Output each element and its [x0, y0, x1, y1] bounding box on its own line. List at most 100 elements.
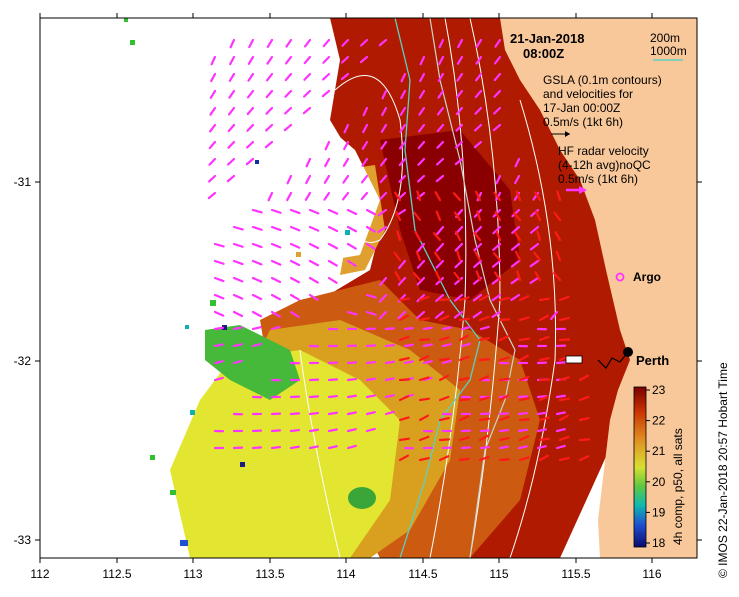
hf-vector	[329, 429, 337, 431]
hf-vector	[500, 430, 508, 431]
gsla-vector	[520, 339, 529, 340]
legend-200m-label: 200m	[650, 31, 680, 45]
legend-gsla-line1: GSLA (0.1m contours)	[543, 73, 662, 87]
gsla-vector	[420, 339, 429, 340]
gsla-vector	[560, 339, 569, 340]
hf-vector	[291, 413, 299, 414]
argo-label: Argo	[633, 270, 661, 284]
hf-vector	[386, 362, 394, 363]
gsla-vector	[480, 419, 489, 420]
gsla-vector	[440, 359, 449, 360]
hf-vector	[272, 430, 280, 431]
hf-vector	[348, 396, 356, 397]
hf-vector	[519, 413, 527, 414]
map-date: 21-Jan-2018	[510, 31, 584, 46]
gsla-vector	[560, 399, 569, 400]
hf-vector	[519, 430, 527, 431]
hf-vector	[481, 447, 489, 448]
colorbar-tick-label: 19	[652, 505, 666, 519]
hf-vector	[329, 396, 337, 397]
gsla-vector	[440, 299, 449, 300]
colorbar-label: 4h comp, p50, all sats	[671, 428, 685, 545]
hf-vector	[462, 447, 470, 448]
gsla-vector	[540, 439, 549, 440]
hf-vector	[538, 429, 546, 431]
gsla-vector	[460, 459, 469, 460]
hf-vector	[367, 395, 375, 397]
hf-vector	[424, 328, 432, 329]
hf-vector	[405, 361, 413, 363]
colorbar-tick-label: 20	[652, 475, 666, 489]
sst-green-eddy-core	[348, 487, 376, 509]
x-tick-label: 113	[183, 567, 202, 581]
legend-gsla-line2: and velocities for	[543, 87, 633, 101]
x-tick-label: 114.5	[408, 567, 437, 581]
gsla-vector	[580, 439, 589, 440]
hf-vector	[386, 378, 394, 380]
hf-vector	[500, 413, 508, 414]
legend-hf-line1: HF radar velocity	[558, 144, 649, 158]
y-tick-label: -33	[14, 533, 32, 547]
hf-vector	[348, 362, 356, 363]
hf-vector	[291, 430, 299, 431]
gsla-vector	[460, 319, 469, 320]
hf-vector	[329, 413, 337, 414]
hf-vector	[367, 379, 375, 380]
legend-gsla-scale: 0.5m/s (1kt 6h)	[543, 115, 623, 129]
x-tick-label: 112	[30, 567, 49, 581]
colorbar-tick-label: 23	[652, 383, 666, 397]
hf-vector	[310, 396, 318, 397]
legend-1000m-label: 1000m	[650, 44, 687, 58]
hf-vector	[557, 362, 565, 363]
hf-vector	[405, 328, 413, 329]
perth-label: Perth	[636, 353, 669, 368]
x-tick-label: 116	[642, 567, 661, 581]
hf-vector	[424, 344, 432, 346]
legend-gsla-line3: 17-Jan 00:00Z	[543, 101, 620, 115]
gsla-vector	[420, 399, 429, 400]
gsla-vector	[500, 459, 509, 460]
gsla-vector	[540, 379, 549, 380]
hf-vector	[386, 328, 394, 329]
imos-credit: © IMOS 22-Jan-2018 20:57 Hobart Time	[716, 362, 730, 578]
hf-vector	[291, 447, 299, 448]
perth-marker	[623, 347, 633, 357]
gsla-vector	[520, 419, 529, 420]
x-tick-label: 115.5	[561, 567, 590, 581]
x-tick-label: 114	[336, 567, 355, 581]
x-tick-label: 112.5	[102, 567, 131, 581]
colorbar-tick-label: 18	[652, 536, 666, 550]
gsla-vector	[500, 379, 509, 380]
gsla-vector	[500, 319, 509, 320]
hf-vector	[557, 396, 565, 397]
hf-vector	[538, 413, 546, 414]
colorbar-tick-label: 22	[652, 414, 666, 428]
hf-vector	[481, 430, 489, 431]
hf-vector	[500, 447, 508, 448]
gsla-vector	[540, 299, 549, 300]
hf-vector	[443, 327, 451, 329]
map-time: 08:00Z	[523, 46, 564, 61]
hf-vector	[310, 446, 318, 448]
hf-vector	[310, 430, 318, 431]
colorbar-tick-label: 21	[652, 444, 666, 458]
hf-vector	[557, 412, 565, 414]
x-tick-label: 113.5	[255, 567, 284, 581]
hf-vector	[348, 412, 356, 414]
hf-vector	[519, 396, 527, 397]
y-tick-label: -32	[14, 354, 32, 368]
gsla-vector	[400, 299, 409, 300]
hf-vector	[367, 345, 375, 346]
x-tick-label: 115	[489, 567, 508, 581]
y-tick-label: -31	[14, 175, 32, 189]
gsla-vector	[400, 379, 409, 380]
hf-vector	[272, 447, 280, 448]
hf-vector	[405, 345, 413, 346]
colorbar	[634, 387, 646, 547]
hf-vector	[234, 327, 242, 329]
legend-hf-line2: (4-12h avg)noQC	[558, 158, 651, 172]
hf-vector	[386, 345, 394, 346]
map-plot-area: Perth Argo 21-Jan-2018 08:00Z 200m 1000m…	[40, 18, 697, 558]
